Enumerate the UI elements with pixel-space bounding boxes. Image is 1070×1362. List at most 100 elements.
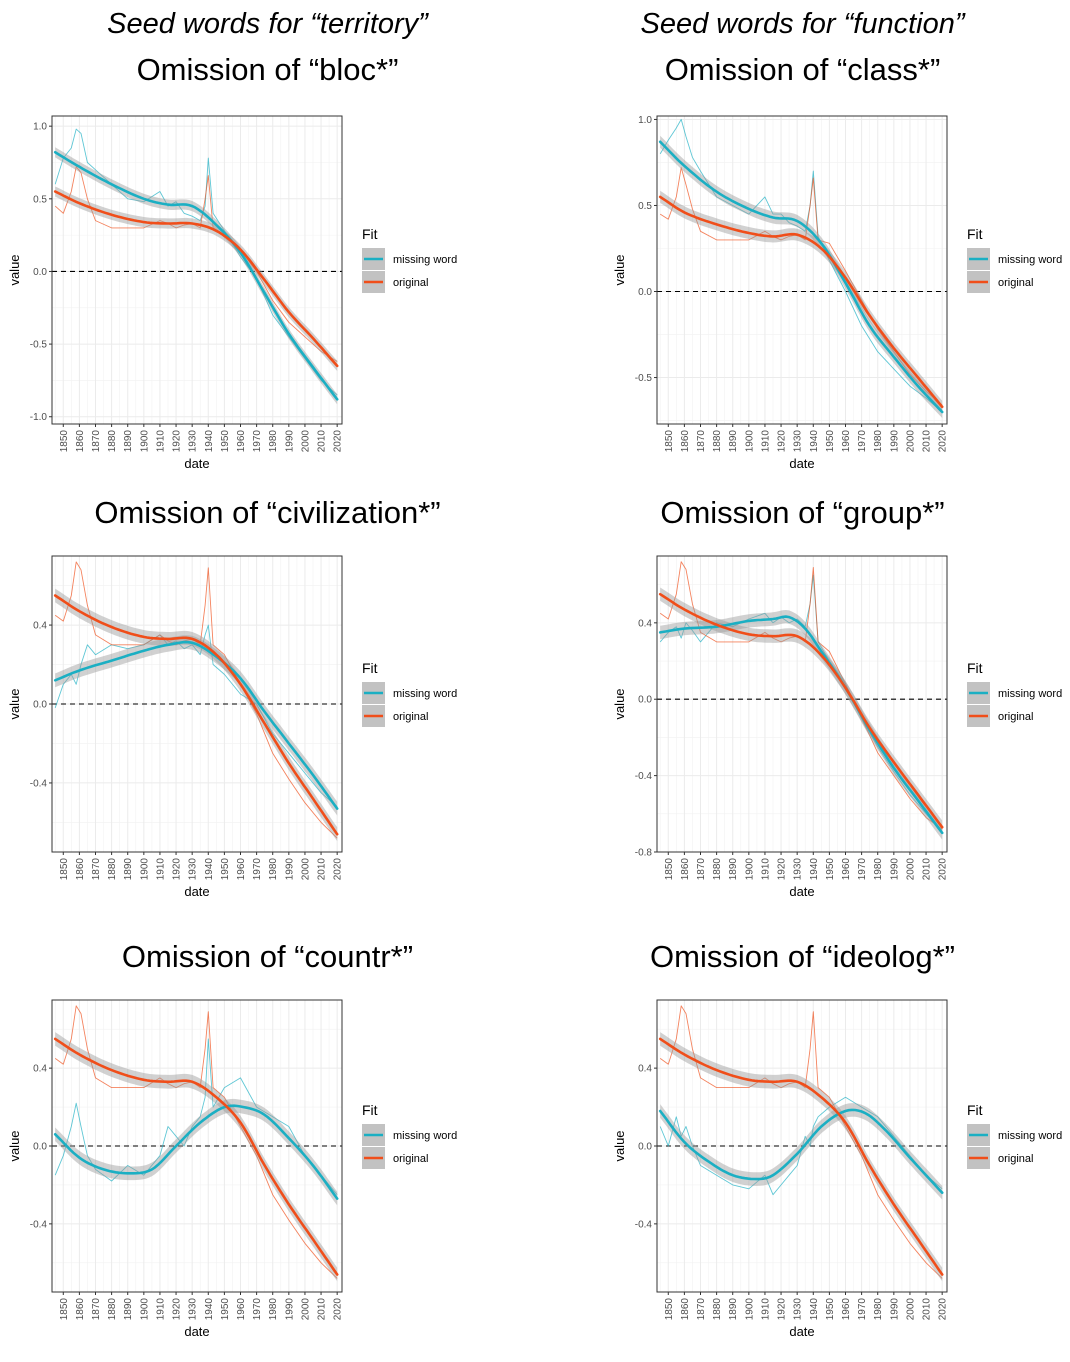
x-tick-label: 1930 <box>793 858 804 881</box>
x-tick-label: 1890 <box>728 1298 739 1321</box>
x-tick-label: 1920 <box>777 1298 788 1321</box>
x-tick-label: 1950 <box>220 858 231 881</box>
x-tick-label: 1950 <box>825 858 836 881</box>
legend-label-missing-word: missing word <box>393 688 457 700</box>
x-tick-label: 2000 <box>905 430 916 453</box>
x-tick-label: 2010 <box>317 858 328 881</box>
y-tick-label: 0.0 <box>638 695 652 706</box>
chart-civilization: -0.4 0.0 0.4 1850 1860 1870 1880 1890 1900 1910 19… <box>7 555 457 899</box>
y-axis-title: value <box>7 688 22 719</box>
x-tick-label: 1850 <box>59 430 70 453</box>
y-axis-title: value <box>7 254 22 285</box>
x-tick-label: 1880 <box>107 430 118 453</box>
x-tick-label: 1940 <box>204 1298 215 1321</box>
x-axis-title: date <box>184 1324 209 1339</box>
y-axis-title: value <box>612 254 627 285</box>
y-tick-label: -0.4 <box>635 771 653 782</box>
x-tick-label: 1920 <box>172 1298 183 1321</box>
raw-line-original <box>54 166 338 362</box>
x-tick-label: 1910 <box>760 430 771 453</box>
smooth-line-missing-word <box>658 1108 944 1194</box>
legend-label-original: original <box>998 1153 1033 1165</box>
legend-label-missing-word: missing word <box>998 1130 1062 1142</box>
legend-title: Fit <box>362 660 378 676</box>
x-tick-label: 1860 <box>680 430 691 453</box>
x-tick-label: 1970 <box>252 1298 263 1321</box>
x-tick-label: 1850 <box>664 430 675 453</box>
chart-ideolog: -0.4 0.0 0.4 1850 1860 1870 1880 1890 1900 1910 19… <box>612 999 1062 1339</box>
x-axis-title: date <box>184 884 209 899</box>
confidence-band-missing-word <box>55 1098 338 1206</box>
legend-title: Fit <box>967 660 983 676</box>
x-tick-label: 1920 <box>777 858 788 881</box>
legend-label-original: original <box>393 711 428 723</box>
x-tick-label: 1940 <box>809 1298 820 1321</box>
x-tick-label: 1910 <box>155 858 166 881</box>
x-tick-label: 2020 <box>333 430 344 453</box>
y-tick-label: 0.0 <box>33 1142 47 1153</box>
column-heading-territory: Seed words for “territory” <box>107 8 428 40</box>
chart-bloc: -1.0 -0.5 0.0 0.5 1.0 1850 1860 1870 1880 1890 190… <box>7 115 457 471</box>
raw-line-missing-word <box>54 624 338 807</box>
y-tick-label: -1.0 <box>30 412 48 423</box>
x-tick-label: 1880 <box>712 430 723 453</box>
y-tick-label: 0.0 <box>33 700 47 711</box>
x-tick-label: 1990 <box>284 1298 295 1321</box>
smooth-line-missing-word <box>53 151 339 401</box>
x-tick-label: 1930 <box>793 430 804 453</box>
raw-line-original <box>54 1005 338 1279</box>
x-tick-label: 1980 <box>268 1298 279 1321</box>
x-tick-label: 1850 <box>59 1298 70 1321</box>
y-tick-label: 1.0 <box>638 115 652 126</box>
x-tick-label: 1920 <box>777 430 788 453</box>
x-tick-label: 2000 <box>300 858 311 881</box>
x-tick-label: 1880 <box>712 858 723 881</box>
x-tick-label: 1960 <box>236 1298 247 1321</box>
column-heading-function: Seed words for “function” <box>640 8 965 40</box>
x-tick-label: 1870 <box>696 858 707 881</box>
x-tick-label: 1990 <box>889 858 900 881</box>
x-tick-label: 1910 <box>760 1298 771 1321</box>
x-tick-label: 1930 <box>188 430 199 453</box>
x-tick-label: 1980 <box>873 858 884 881</box>
smooth-line-missing-word <box>53 1104 339 1200</box>
y-tick-label: 0.0 <box>638 1142 652 1153</box>
x-axis-title: date <box>789 456 814 471</box>
chart-title-group: Omission of “group*” <box>660 495 945 530</box>
y-axis-title: value <box>612 688 627 719</box>
x-tick-label: 1910 <box>760 858 771 881</box>
x-tick-label: 1870 <box>91 430 102 453</box>
x-tick-label: 1860 <box>75 430 86 453</box>
y-tick-label: -0.4 <box>635 1219 653 1230</box>
y-axis-title: value <box>7 1130 22 1161</box>
chart-class: -0.5 0.0 0.5 1.0 1850 1860 1870 1880 1890 1900 191… <box>612 115 1062 471</box>
x-tick-label: 1860 <box>680 858 691 881</box>
legend-title: Fit <box>362 226 378 242</box>
x-tick-label: 1990 <box>889 430 900 453</box>
x-tick-label: 1920 <box>172 430 183 453</box>
x-tick-label: 1870 <box>91 858 102 881</box>
legend-label-missing-word: missing word <box>998 688 1062 700</box>
x-tick-label: 2010 <box>317 430 328 453</box>
x-tick-label: 1890 <box>728 430 739 453</box>
x-tick-label: 1900 <box>139 430 150 453</box>
raw-line-missing-word <box>659 1096 943 1196</box>
x-tick-label: 1940 <box>204 858 215 881</box>
smooth-line-original <box>53 1037 339 1276</box>
smooth-line-original <box>53 190 339 368</box>
x-tick-label: 2000 <box>905 858 916 881</box>
x-axis-title: date <box>184 456 209 471</box>
x-tick-label: 2020 <box>938 1298 949 1321</box>
x-tick-label: 1960 <box>841 430 852 453</box>
chart-title-bloc: Omission of “bloc*” <box>136 52 399 87</box>
legend-title: Fit <box>362 1102 378 1118</box>
x-tick-label: 1870 <box>91 1298 102 1321</box>
x-tick-label: 1970 <box>252 858 263 881</box>
y-axis-title: value <box>612 1130 627 1161</box>
smooth-line-missing-word <box>53 640 339 810</box>
legend-title: Fit <box>967 1102 983 1118</box>
x-tick-label: 2020 <box>333 1298 344 1321</box>
x-tick-label: 1910 <box>155 1298 166 1321</box>
raw-line-missing-word <box>659 118 943 413</box>
x-tick-label: 1860 <box>680 1298 691 1321</box>
